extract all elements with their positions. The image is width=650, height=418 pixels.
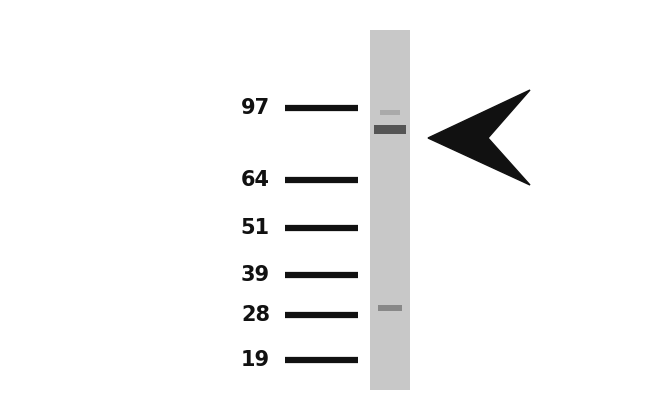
- Text: 19: 19: [241, 350, 270, 370]
- Bar: [378, 305, 402, 311]
- Bar: [370, 30, 410, 390]
- Text: 39: 39: [241, 265, 270, 285]
- Text: 97: 97: [241, 98, 270, 118]
- Bar: [380, 110, 400, 115]
- Text: 28: 28: [241, 305, 270, 325]
- Text: 51: 51: [241, 218, 270, 238]
- Text: 64: 64: [241, 170, 270, 190]
- Polygon shape: [428, 90, 530, 185]
- Bar: [374, 125, 406, 135]
